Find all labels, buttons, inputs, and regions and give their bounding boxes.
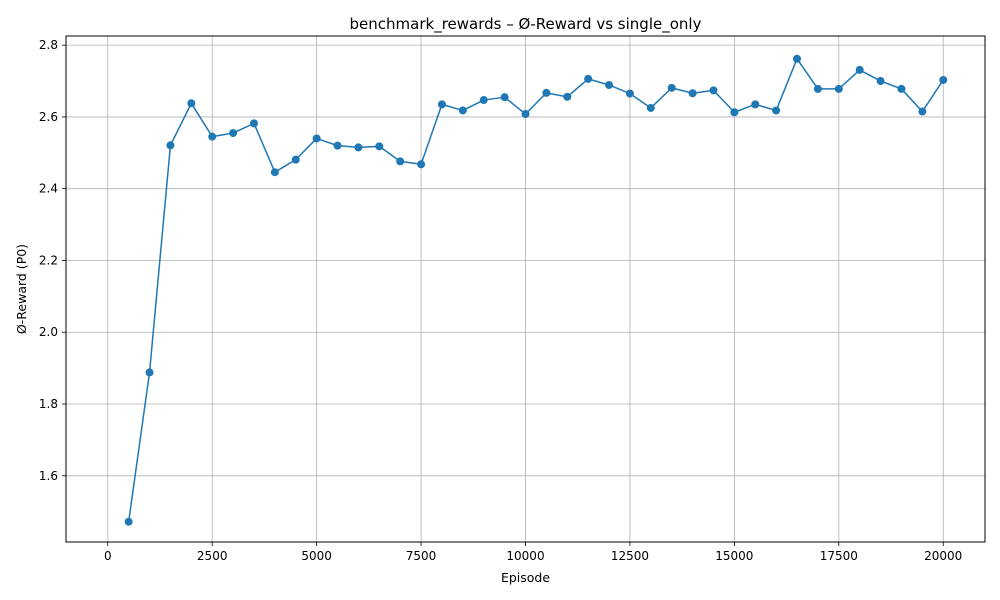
y-tick-label: 2.6	[39, 110, 58, 124]
series-line	[127, 58, 944, 522]
data-point	[312, 134, 321, 143]
grid-layer	[66, 36, 985, 542]
data-point	[688, 89, 697, 98]
data-point	[249, 119, 258, 128]
data-point	[939, 75, 948, 84]
data-point	[667, 83, 676, 92]
data-point	[793, 54, 802, 63]
data-point	[354, 143, 363, 152]
data-point	[813, 84, 822, 93]
data-point	[187, 99, 196, 108]
data-point	[291, 155, 300, 164]
data-point	[834, 84, 843, 93]
data-point	[876, 77, 885, 86]
data-point	[625, 89, 634, 98]
data-point	[584, 74, 593, 83]
y-tick-label: 2.8	[39, 38, 58, 52]
data-point	[918, 107, 927, 116]
data-point	[437, 100, 446, 109]
y-tick-label: 2.4	[39, 182, 58, 196]
x-tick-label: 5000	[301, 549, 332, 563]
y-tick-label: 1.8	[39, 397, 58, 411]
data-point	[542, 88, 551, 97]
data-point	[458, 106, 467, 115]
x-tick-label: 2500	[197, 549, 228, 563]
series-layer	[124, 54, 948, 526]
y-tick-label: 2.2	[39, 253, 58, 267]
data-point	[500, 93, 509, 102]
data-point	[709, 86, 718, 95]
data-point	[375, 142, 384, 151]
x-tick-label: 12500	[611, 549, 649, 563]
x-tick-label: 15000	[715, 549, 753, 563]
x-axis-label: Episode	[501, 570, 550, 585]
data-point	[124, 517, 133, 526]
y-tick-label: 1.6	[39, 469, 58, 483]
data-point	[730, 108, 739, 117]
data-point	[479, 96, 488, 105]
data-point	[333, 141, 342, 150]
data-point	[751, 100, 760, 109]
data-point	[646, 103, 655, 112]
data-point	[772, 106, 781, 115]
data-point	[270, 168, 279, 177]
data-point	[855, 65, 864, 74]
data-point	[563, 92, 572, 101]
y-axis-label: Ø-Reward (P0)	[14, 244, 29, 334]
chart-title: benchmark_rewards – Ø-Reward vs single_o…	[350, 15, 702, 34]
data-point	[897, 84, 906, 93]
ticks-layer: 0 2500 5000 7500 10000 12500 15000 17500 20000 1.…	[39, 38, 962, 563]
x-tick-label: 7500	[406, 549, 437, 563]
x-tick-label: 10000	[506, 549, 544, 563]
data-point	[417, 160, 426, 169]
y-tick-label: 2.0	[39, 325, 58, 339]
x-tick-label: 0	[104, 549, 112, 563]
x-tick-label: 20000	[924, 549, 962, 563]
data-point	[208, 132, 217, 141]
data-point	[229, 129, 238, 138]
data-point	[396, 157, 405, 166]
data-point	[605, 80, 614, 89]
data-point	[166, 141, 175, 150]
data-point	[521, 110, 530, 119]
x-tick-label: 17500	[820, 549, 858, 563]
data-point	[145, 368, 154, 377]
